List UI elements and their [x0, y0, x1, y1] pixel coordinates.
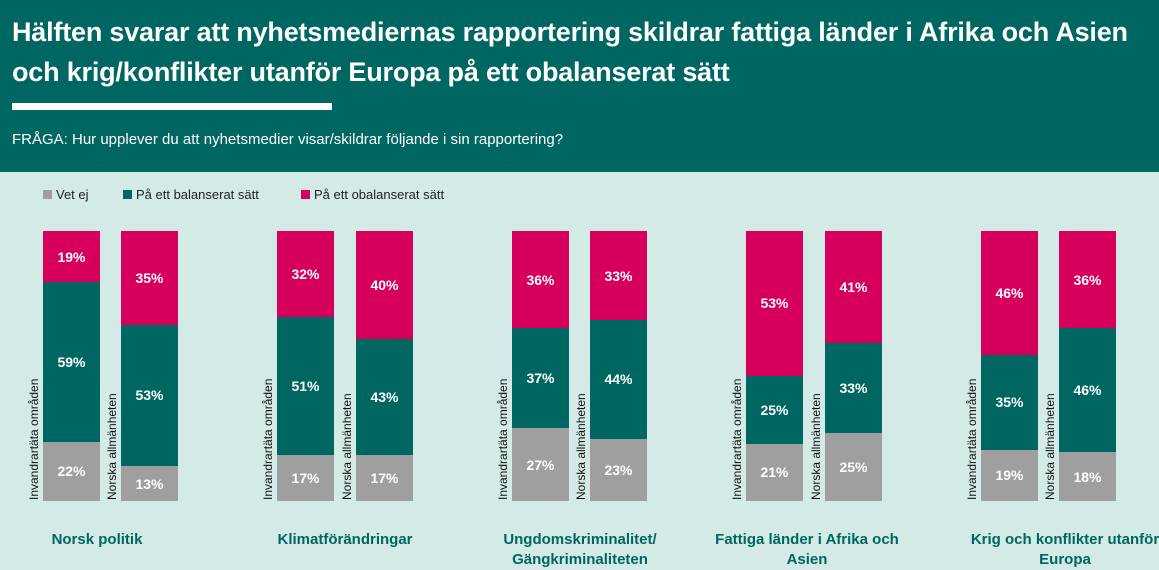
segment-obalanserat: 35%: [121, 231, 178, 325]
legend-item-vet-ej: Vet ej: [43, 187, 89, 202]
legend-item-balanserat: På ett balanserat sätt: [123, 187, 259, 202]
segment-balanserat: 59%: [43, 282, 100, 442]
segment-vet-ej: 27%: [512, 428, 569, 501]
data-label: 46%: [995, 285, 1024, 302]
segment-vet-ej: 13%: [121, 466, 178, 501]
segment-vet-ej: 21%: [746, 443, 803, 501]
segment-balanserat: 37%: [512, 328, 569, 429]
data-label: 25%: [760, 401, 789, 418]
bar-label: Invandrartäta områden: [27, 378, 41, 500]
bar-label: Norska allmänheten: [574, 393, 588, 500]
data-label: 36%: [526, 271, 555, 288]
segment-vet-ej: 17%: [356, 455, 413, 501]
segment-vet-ej: 19%: [981, 449, 1038, 501]
segment-balanserat: 46%: [1059, 328, 1116, 453]
data-label: 43%: [370, 389, 399, 406]
segment-obalanserat: 19%: [43, 231, 100, 283]
page-title: Hälften svarar att nyhetsmediernas rappo…: [12, 17, 1128, 87]
data-label: 25%: [839, 458, 868, 475]
segment-balanserat: 33%: [825, 342, 882, 433]
data-label: 59%: [57, 353, 86, 370]
segment-obalanserat: 36%: [1059, 231, 1116, 329]
data-label: 53%: [135, 387, 164, 404]
category-label: Ungdomskriminalitet/ Gängkriminaliteten: [503, 531, 657, 568]
segment-balanserat: 53%: [121, 324, 178, 467]
legend-swatch: [301, 190, 310, 199]
data-label: 27%: [526, 456, 555, 473]
bar-label: Invandrartäta områden: [261, 378, 275, 500]
category-label: Krig och konflikter utanför Europa: [970, 531, 1159, 568]
segment-obalanserat: 36%: [512, 231, 569, 329]
segment-vet-ej: 17%: [277, 455, 334, 501]
segment-vet-ej: 22%: [43, 441, 100, 501]
data-label: 13%: [135, 475, 164, 492]
data-label: 23%: [604, 461, 633, 478]
data-label: 53%: [760, 295, 789, 312]
data-label: 22%: [57, 463, 86, 480]
segment-vet-ej: 23%: [590, 438, 647, 501]
category-label: Norsk politik: [51, 531, 143, 548]
data-label: 17%: [370, 470, 399, 487]
legend-item-obalanserat: På ett obalanserat sätt: [301, 187, 444, 202]
data-label: 19%: [57, 248, 86, 265]
segment-balanserat: 43%: [356, 339, 413, 456]
category-label: Fattiga länder i Afrika och Asien: [715, 531, 899, 568]
segment-obalanserat: 53%: [746, 231, 803, 376]
bar-label: Norska allmänheten: [1043, 393, 1057, 500]
segment-obalanserat: 40%: [356, 231, 413, 339]
legend-swatch: [123, 190, 132, 199]
data-label: 21%: [760, 464, 789, 481]
segment-balanserat: 35%: [981, 355, 1038, 450]
segment-balanserat: 25%: [746, 375, 803, 444]
bar-label: Norska allmänheten: [340, 393, 354, 500]
segment-obalanserat: 46%: [981, 231, 1038, 356]
bar-label: Invandrartäta områden: [730, 378, 744, 500]
bar-label: Invandrartäta områden: [496, 378, 510, 500]
segment-obalanserat: 41%: [825, 231, 882, 343]
segment-obalanserat: 33%: [590, 231, 647, 321]
data-label: 18%: [1073, 468, 1102, 485]
data-label: 40%: [370, 277, 399, 293]
segment-vet-ej: 25%: [825, 432, 882, 501]
survey-question: FRÅGA: Hur upplever du att nyhetsmedier …: [12, 131, 564, 148]
segment-balanserat: 44%: [590, 320, 647, 439]
legend-label: På ett obalanserat sätt: [314, 187, 445, 202]
data-label: 32%: [291, 266, 320, 283]
data-label: 17%: [291, 470, 320, 487]
bar-label: Norska allmänheten: [105, 393, 119, 500]
data-label: 36%: [1073, 271, 1102, 288]
data-label: 33%: [604, 267, 633, 284]
header-banner: Hälften svarar att nyhetsmediernas rappo…: [0, 0, 1159, 172]
bar-label: Invandrartäta områden: [965, 378, 979, 500]
legend-label: På ett balanserat sätt: [136, 187, 259, 202]
data-label: 35%: [135, 269, 164, 286]
segment-vet-ej: 18%: [1059, 452, 1116, 501]
data-label: 35%: [995, 394, 1024, 411]
data-label: 19%: [995, 467, 1024, 484]
data-label: 41%: [839, 278, 868, 295]
segment-obalanserat: 32%: [277, 231, 334, 318]
data-label: 46%: [1073, 382, 1102, 399]
data-label: 33%: [839, 379, 868, 396]
bar-label: Norska allmänheten: [809, 393, 823, 500]
data-label: 51%: [291, 378, 320, 395]
category-label: Klimatförändringar: [277, 531, 413, 548]
legend-swatch: [43, 190, 52, 199]
segment-balanserat: 51%: [277, 317, 334, 456]
stacked-bar-chart: 22% 59% 19% Invandrartäta områden 13% 53% 35% N…: [27, 231, 1159, 568]
data-label: 37%: [526, 370, 555, 387]
title-underline: [12, 103, 332, 110]
legend-label: Vet ej: [56, 187, 89, 202]
data-label: 44%: [604, 371, 633, 388]
